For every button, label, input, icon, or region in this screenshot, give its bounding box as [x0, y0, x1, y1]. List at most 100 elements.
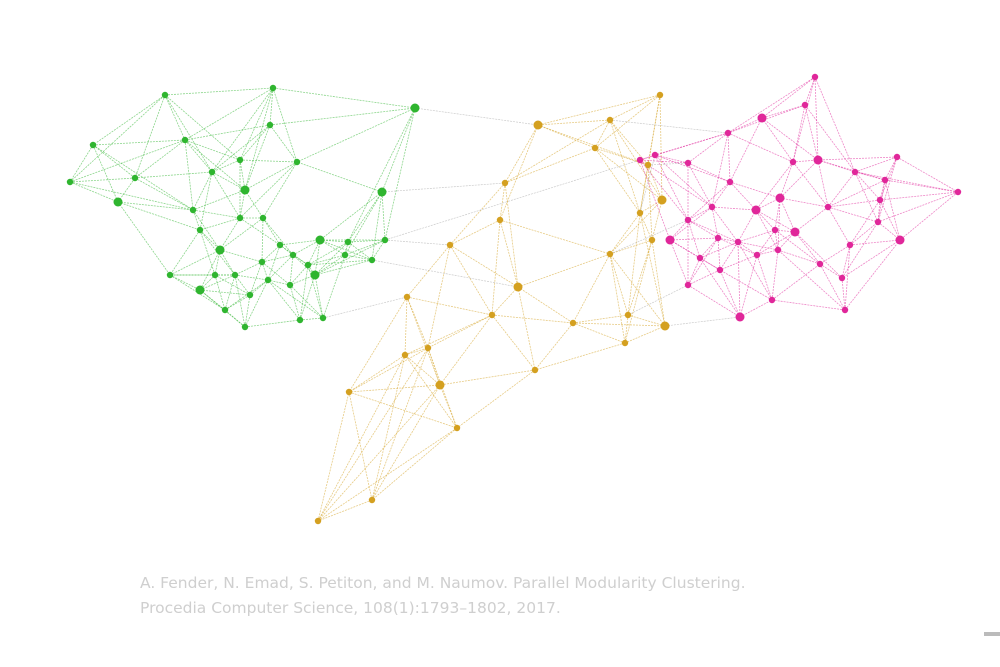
edge — [261, 244, 281, 263]
node — [166, 271, 174, 279]
edge — [134, 94, 166, 179]
edge — [814, 76, 856, 173]
edge — [406, 296, 493, 316]
edge — [449, 182, 506, 246]
edge — [299, 274, 316, 321]
edge — [609, 199, 663, 255]
edge — [381, 182, 506, 193]
edge — [117, 201, 201, 231]
edge — [879, 199, 901, 241]
edge — [92, 139, 186, 146]
node — [636, 156, 644, 164]
edge — [727, 117, 763, 134]
edge — [239, 159, 298, 163]
edge — [117, 177, 136, 203]
edge — [572, 322, 666, 327]
edge — [504, 119, 611, 184]
edge — [627, 239, 653, 316]
edge — [267, 254, 294, 281]
edge — [647, 164, 653, 241]
edge — [804, 104, 856, 173]
edge — [737, 209, 757, 243]
edge — [817, 159, 829, 208]
edge — [199, 229, 221, 251]
node — [181, 136, 189, 144]
edge — [234, 274, 246, 328]
edge — [792, 161, 829, 208]
node — [319, 314, 327, 322]
node — [531, 366, 539, 374]
edge — [755, 209, 779, 251]
node — [296, 316, 304, 324]
edge — [669, 239, 701, 259]
edge — [756, 229, 776, 256]
edge — [639, 159, 713, 208]
edge — [384, 159, 641, 241]
edge — [92, 144, 119, 203]
edge — [647, 162, 689, 166]
edge — [854, 171, 959, 193]
edge — [224, 279, 269, 311]
edge — [199, 274, 236, 291]
node — [708, 203, 716, 211]
edge — [296, 161, 383, 193]
node — [410, 103, 420, 113]
edge — [854, 156, 898, 173]
edge — [504, 147, 596, 184]
node — [377, 187, 387, 197]
edge — [841, 244, 851, 279]
edge — [884, 179, 901, 241]
edge — [404, 314, 493, 356]
edge — [609, 119, 663, 201]
edge — [761, 104, 806, 119]
edge — [406, 296, 429, 349]
edge — [639, 212, 666, 327]
edge — [669, 206, 713, 241]
node — [644, 161, 652, 169]
node — [881, 176, 889, 184]
edge — [199, 217, 241, 231]
edge — [164, 94, 213, 173]
node — [315, 235, 325, 245]
edge — [727, 104, 806, 134]
edge — [192, 171, 213, 211]
edge — [134, 177, 194, 211]
edge — [627, 314, 666, 327]
edge — [449, 244, 493, 316]
node — [954, 188, 962, 196]
edge — [491, 314, 574, 324]
node — [775, 193, 785, 203]
edge — [877, 199, 881, 223]
edge — [499, 219, 611, 255]
edge — [184, 87, 274, 141]
edge — [699, 237, 719, 259]
node — [684, 216, 692, 224]
edge — [317, 427, 458, 522]
node — [161, 91, 169, 99]
node — [195, 285, 205, 295]
node — [286, 281, 294, 289]
edge — [899, 191, 959, 241]
edge — [199, 249, 221, 291]
edge — [517, 253, 611, 288]
edge — [711, 206, 719, 239]
edge — [199, 274, 216, 291]
node — [813, 155, 823, 165]
edge — [609, 253, 629, 316]
edge — [239, 217, 281, 246]
node — [403, 293, 411, 301]
node — [624, 311, 632, 319]
edge — [244, 161, 298, 191]
edge — [404, 354, 458, 429]
edge — [239, 87, 274, 161]
node — [446, 241, 454, 249]
node — [816, 260, 824, 268]
edge — [687, 162, 731, 183]
edge — [669, 237, 719, 241]
node — [266, 121, 274, 129]
edge — [792, 159, 819, 163]
edge — [517, 286, 574, 324]
edge — [639, 164, 649, 214]
node — [751, 205, 761, 215]
edge — [499, 219, 519, 288]
